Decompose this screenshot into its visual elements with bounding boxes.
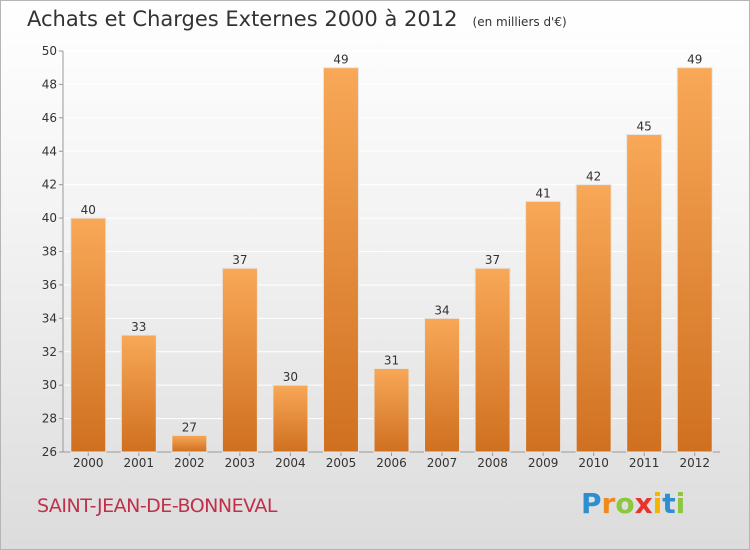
value-label: 42 [586, 170, 601, 184]
y-tick-label: 40 [42, 211, 57, 225]
town-name: SAINT-JEAN-DE-BONNEVAL [37, 495, 277, 517]
bar-2004 [272, 384, 309, 453]
x-tick-label: 2007 [427, 456, 458, 470]
x-tick-label: 2012 [679, 456, 710, 470]
y-tick-label: 36 [42, 278, 57, 292]
x-tick-label: 2000 [73, 456, 104, 470]
proxiti-logo: Proxiti [581, 487, 685, 520]
bar-2005 [322, 67, 359, 453]
value-label: 34 [434, 303, 449, 317]
logo-letter: i [675, 487, 686, 520]
value-label: 37 [485, 253, 500, 267]
y-tick-label: 32 [42, 345, 57, 359]
x-tick-label: 2009 [528, 456, 559, 470]
bar-2000 [70, 217, 107, 453]
chart-title: Achats et Charges Externes 2000 à 2012 (… [27, 7, 567, 31]
x-tick-label: 2004 [275, 456, 306, 470]
logo-letter: o [615, 487, 635, 520]
logo-letter: t [662, 487, 676, 520]
x-tick-label: 2008 [477, 456, 508, 470]
x-tick-label: 2011 [629, 456, 660, 470]
y-tick-label: 34 [42, 311, 57, 325]
x-tick-label: 2002 [174, 456, 205, 470]
unit-text: (en milliers d'€) [472, 15, 567, 29]
y-tick-label: 44 [42, 144, 57, 158]
x-tick-label: 2006 [376, 456, 407, 470]
logo-letter: i [652, 487, 663, 520]
title-text: Achats et Charges Externes 2000 à 2012 [27, 7, 458, 31]
bar-2008 [474, 267, 511, 453]
x-tick-label: 2010 [578, 456, 609, 470]
y-tick-label: 26 [42, 445, 57, 459]
bar-2001 [120, 334, 157, 453]
value-label: 49 [687, 53, 702, 67]
bar-2006 [373, 367, 410, 453]
bar-2002 [171, 434, 208, 453]
bar-2009 [525, 200, 562, 453]
bar-2007 [424, 317, 461, 453]
bar-2010 [575, 184, 612, 453]
value-label: 41 [535, 186, 550, 200]
value-label: 45 [637, 120, 652, 134]
value-label: 49 [333, 53, 348, 67]
y-tick-label: 50 [42, 44, 57, 58]
value-label: 31 [384, 353, 399, 367]
logo-letter: P [581, 487, 602, 520]
bar-2011 [626, 134, 663, 453]
y-tick-label: 48 [42, 77, 57, 91]
bar-2012 [676, 67, 713, 453]
value-label: 27 [182, 420, 197, 434]
y-tick-label: 42 [42, 178, 57, 192]
value-label: 40 [81, 203, 96, 217]
value-label: 33 [131, 320, 146, 334]
x-tick-label: 2001 [124, 456, 155, 470]
logo-letter: r [601, 487, 616, 520]
bars [70, 67, 713, 453]
value-label: 37 [232, 253, 247, 267]
x-tick-label: 2003 [225, 456, 256, 470]
logo-letter: x [634, 487, 653, 520]
y-tick-label: 28 [42, 412, 57, 426]
labels: 26 28 30 32 34 36 38 40 42 44 46 48 50 40 2000 33 2001 27… [42, 44, 710, 470]
y-tick-label: 46 [42, 111, 57, 125]
bar-2003 [221, 267, 258, 453]
x-tick-label: 2005 [326, 456, 357, 470]
y-tick-label: 38 [42, 245, 57, 259]
y-tick-label: 30 [42, 378, 57, 392]
value-label: 30 [283, 370, 298, 384]
